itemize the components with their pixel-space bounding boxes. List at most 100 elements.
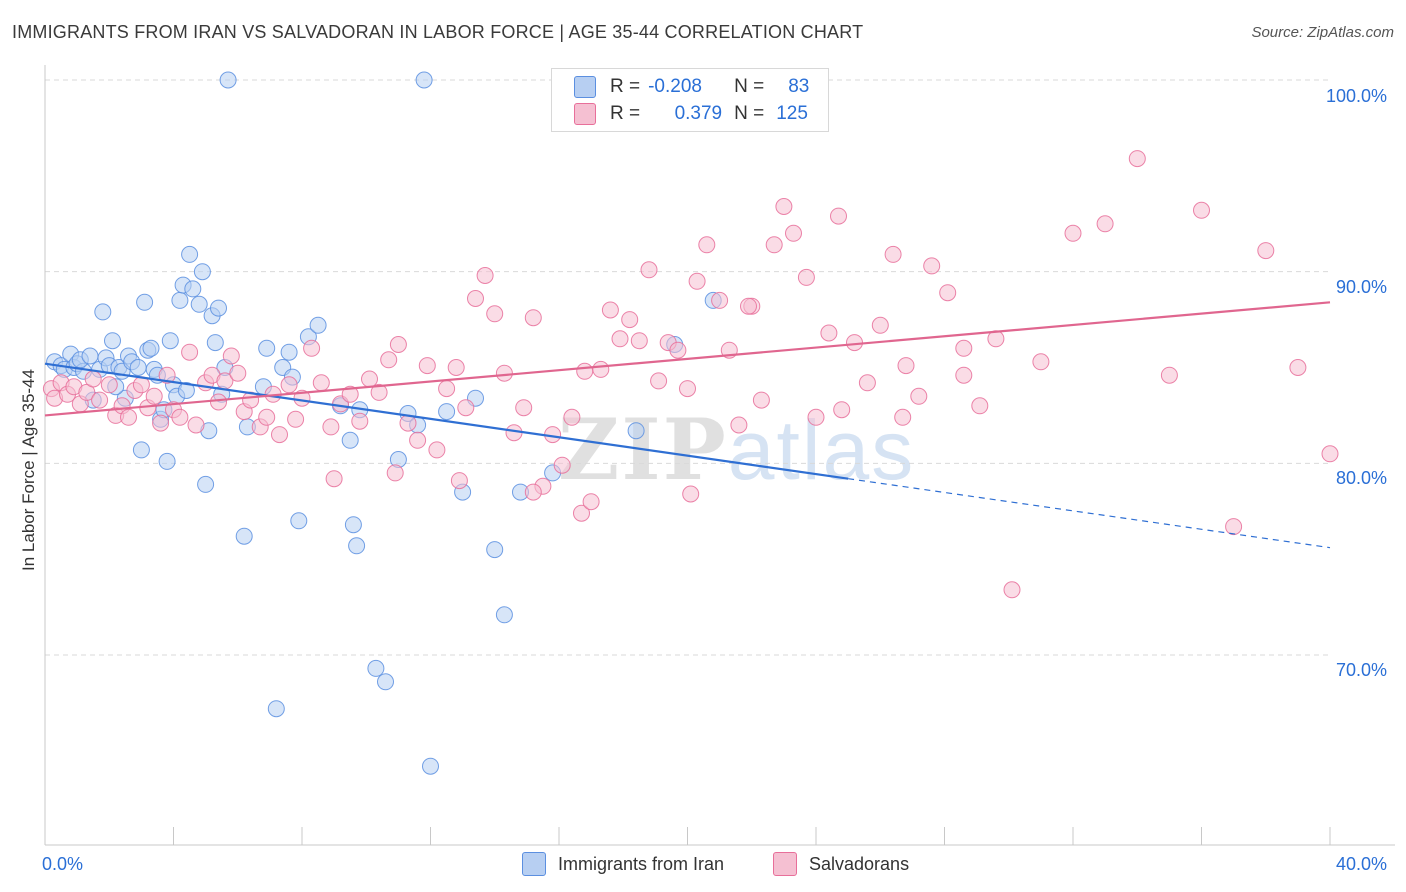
salvadoran-point bbox=[1257, 242, 1275, 260]
salvadoran-point bbox=[897, 357, 915, 375]
salvadoran-point bbox=[1289, 359, 1307, 376]
stats-legend: R = -0.208 N = 83 R = 0.379 N = 125 bbox=[551, 68, 829, 132]
salvadoran-point bbox=[428, 441, 446, 459]
legend-swatch-iran bbox=[574, 76, 596, 98]
salvadoran-point bbox=[1321, 445, 1339, 463]
salvadoran-point bbox=[640, 261, 658, 279]
salvadoran-point bbox=[621, 311, 639, 329]
salvadoran-point bbox=[884, 245, 902, 263]
salvadoran-point bbox=[1096, 215, 1114, 233]
salvadoran-point bbox=[84, 370, 102, 388]
salvadoran-point bbox=[871, 316, 889, 334]
iran-point bbox=[181, 245, 199, 263]
iran-point bbox=[129, 359, 147, 376]
iran-point bbox=[267, 700, 285, 718]
iran-point bbox=[415, 71, 433, 89]
iran-point bbox=[309, 316, 327, 334]
salvadoran-point bbox=[370, 383, 388, 401]
iran-point bbox=[280, 343, 298, 361]
salvadoran-point bbox=[524, 309, 542, 327]
salvadoran-trend-line bbox=[44, 301, 1331, 417]
series-legend-swatch-iran bbox=[522, 852, 546, 876]
salvadoran-point bbox=[515, 399, 533, 417]
series-salvadoran-points bbox=[42, 150, 1339, 599]
salvadoran-point bbox=[679, 380, 696, 398]
salvadoran-point bbox=[187, 416, 205, 434]
salvadoran-point bbox=[765, 236, 783, 254]
iran-point bbox=[344, 516, 362, 534]
salvadoran-point bbox=[361, 370, 378, 388]
salvadoran-point bbox=[553, 456, 571, 474]
legend-n-value-iran: 83 bbox=[788, 76, 810, 97]
salvadoran-point bbox=[322, 418, 340, 436]
salvadoran-point bbox=[450, 472, 468, 490]
iran-point bbox=[206, 334, 224, 352]
salvadoran-point bbox=[1032, 353, 1050, 371]
salvadoran-point bbox=[833, 401, 851, 419]
iran-point bbox=[438, 403, 456, 421]
salvadoran-point bbox=[210, 393, 227, 411]
legend-n-label: N = bbox=[734, 103, 765, 124]
salvadoran-point bbox=[971, 397, 989, 415]
iran-point bbox=[627, 422, 645, 440]
salvadoran-point bbox=[775, 198, 793, 215]
iran-point bbox=[197, 475, 215, 493]
salvadoran-point bbox=[486, 305, 504, 323]
iran-point bbox=[104, 332, 121, 350]
salvadoran-point bbox=[1064, 224, 1082, 242]
salvadoran-point bbox=[698, 236, 716, 254]
iran-point bbox=[158, 452, 176, 470]
iran-point bbox=[142, 339, 160, 357]
legend-r-label: R = bbox=[610, 76, 641, 97]
salvadoran-point bbox=[386, 464, 404, 482]
iran-point bbox=[258, 339, 276, 357]
salvadoran-point bbox=[258, 408, 276, 426]
salvadoran-point bbox=[785, 224, 802, 242]
salvadoran-point bbox=[229, 364, 247, 382]
trend-lines bbox=[44, 301, 1331, 549]
salvadoran-point bbox=[858, 374, 876, 392]
salvadoran-point bbox=[807, 408, 825, 426]
iran-point bbox=[422, 757, 439, 775]
salvadoran-point bbox=[955, 339, 973, 357]
salvadoran-point bbox=[100, 376, 118, 394]
salvadoran-point bbox=[894, 408, 912, 426]
source-label: Source: ZipAtlas.com bbox=[1251, 24, 1394, 41]
iran-point bbox=[190, 295, 208, 313]
iran-point bbox=[341, 431, 359, 449]
salvadoran-point bbox=[476, 267, 494, 284]
salvadoran-point bbox=[280, 376, 298, 394]
legend-r-label: R = bbox=[610, 103, 641, 124]
salvadoran-point bbox=[389, 336, 407, 353]
salvadoran-point bbox=[688, 272, 706, 290]
salvadoran-point bbox=[341, 385, 359, 403]
legend-r-value-salvadoran: 0.379 bbox=[674, 103, 723, 124]
salvadoran-point bbox=[797, 268, 815, 286]
y-tick-label-100: 100.0% bbox=[1326, 86, 1388, 106]
iran-point bbox=[348, 537, 366, 555]
salvadoran-point bbox=[351, 412, 369, 430]
y-tick-label-70: 70.0% bbox=[1336, 660, 1388, 680]
y-axis-label: In Labor Force | Age 35-44 bbox=[19, 369, 38, 571]
salvadoran-point bbox=[312, 374, 330, 392]
iran-trend-extension bbox=[848, 478, 1331, 549]
salvadoran-point bbox=[923, 257, 941, 275]
salvadoran-point bbox=[910, 387, 928, 405]
y-tick-label-90: 90.0% bbox=[1336, 277, 1388, 297]
legend-swatch-salvadoran bbox=[574, 103, 596, 125]
salvadoran-point bbox=[682, 485, 700, 503]
salvadoran-point bbox=[325, 470, 343, 488]
iran-point bbox=[377, 673, 394, 691]
salvadoran-point bbox=[171, 408, 189, 426]
series-legend-salvadoran: Salvadorans bbox=[773, 852, 909, 876]
salvadoran-point bbox=[1003, 581, 1021, 599]
salvadoran-point bbox=[303, 339, 321, 357]
salvadoran-point bbox=[711, 291, 729, 309]
iran-point bbox=[486, 541, 504, 559]
salvadoran-point bbox=[120, 408, 137, 426]
salvadoran-point bbox=[287, 410, 305, 428]
salvadoran-point bbox=[563, 408, 581, 426]
salvadoran-point bbox=[955, 366, 973, 384]
salvadoran-point bbox=[91, 391, 109, 409]
iran-point bbox=[193, 263, 211, 281]
